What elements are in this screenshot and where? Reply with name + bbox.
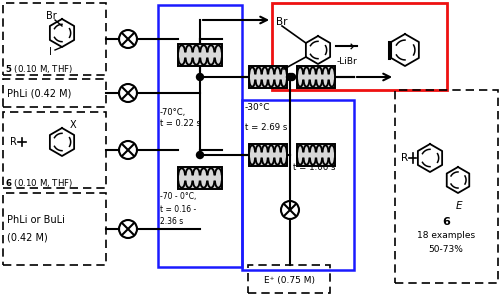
Bar xyxy=(297,144,335,166)
Circle shape xyxy=(288,73,296,81)
Bar xyxy=(272,3,447,90)
Bar xyxy=(242,100,354,270)
Text: t = 2.69 s: t = 2.69 s xyxy=(245,122,288,132)
Text: →: → xyxy=(340,40,353,55)
Bar xyxy=(395,90,498,283)
Text: -70 - 0°C,: -70 - 0°C, xyxy=(160,193,196,201)
Text: R: R xyxy=(10,137,17,147)
Bar xyxy=(3,79,106,107)
Text: -70°C,: -70°C, xyxy=(160,109,186,117)
Bar xyxy=(178,44,222,66)
Circle shape xyxy=(196,152,203,158)
Text: PhLi (0.42 M): PhLi (0.42 M) xyxy=(7,88,71,98)
Text: t = 0.22 s: t = 0.22 s xyxy=(160,119,201,129)
Text: Br: Br xyxy=(46,11,57,21)
Text: E⁺ (0.75 M): E⁺ (0.75 M) xyxy=(264,276,314,284)
Bar xyxy=(249,144,287,166)
Text: 18 examples: 18 examples xyxy=(417,232,475,240)
Text: 6: 6 xyxy=(442,217,450,227)
Bar xyxy=(178,167,222,189)
Text: t = 0.16 -: t = 0.16 - xyxy=(160,204,196,214)
Text: (0.42 M): (0.42 M) xyxy=(7,232,48,242)
Bar xyxy=(3,193,106,265)
Bar xyxy=(249,66,287,88)
Text: PhLi or BuLi: PhLi or BuLi xyxy=(7,215,65,225)
Text: Li: Li xyxy=(276,67,285,77)
Text: X: X xyxy=(70,120,76,130)
Text: E: E xyxy=(456,201,462,211)
Circle shape xyxy=(286,73,294,81)
Text: $\mathbf{6}$ (0.10 M, THF): $\mathbf{6}$ (0.10 M, THF) xyxy=(5,177,73,189)
Text: I: I xyxy=(48,47,51,57)
Text: -30°C: -30°C xyxy=(245,104,270,112)
Circle shape xyxy=(196,73,203,81)
Bar xyxy=(3,3,106,75)
Text: R: R xyxy=(401,153,408,163)
Text: Br: Br xyxy=(276,17,287,27)
Text: -LiBr: -LiBr xyxy=(336,57,357,65)
Text: t = 1.06 s: t = 1.06 s xyxy=(293,163,336,173)
Text: $\mathbf{5}$ (0.10 M, THF): $\mathbf{5}$ (0.10 M, THF) xyxy=(5,63,73,75)
Bar xyxy=(3,112,106,188)
Text: 2.36 s: 2.36 s xyxy=(160,217,183,225)
Bar xyxy=(297,66,335,88)
Bar xyxy=(248,265,330,293)
Text: 50-73%: 50-73% xyxy=(428,245,464,253)
Bar xyxy=(158,5,242,267)
